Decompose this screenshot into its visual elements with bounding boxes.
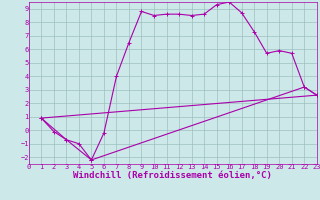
X-axis label: Windchill (Refroidissement éolien,°C): Windchill (Refroidissement éolien,°C)	[73, 171, 272, 180]
